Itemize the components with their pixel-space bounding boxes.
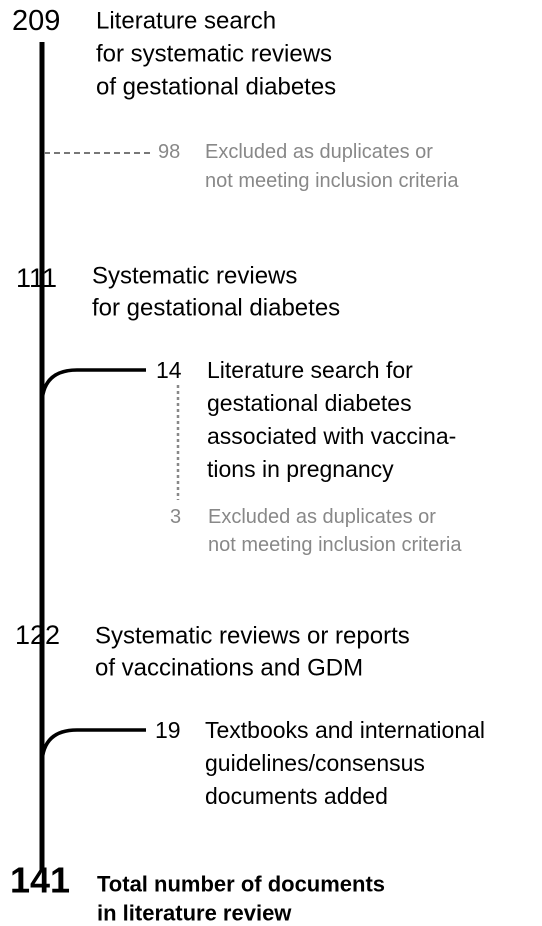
step-count: 19 bbox=[155, 717, 181, 743]
step-count: 111 bbox=[16, 263, 57, 293]
step-label: Systematic reviews bbox=[92, 263, 297, 290]
step-count: 209 bbox=[12, 5, 60, 37]
step-label: Systematic reviews or reports bbox=[95, 623, 410, 650]
step-label: guidelines/consensus bbox=[205, 750, 425, 776]
step-label: for systematic reviews bbox=[96, 41, 332, 68]
branch-connector bbox=[40, 368, 146, 406]
step-label: documents added bbox=[205, 783, 388, 809]
step-count: 98 bbox=[158, 141, 180, 163]
step-count: 3 bbox=[170, 506, 181, 528]
step-label: tions in pregnancy bbox=[207, 456, 394, 482]
step-label: in literature review bbox=[97, 901, 292, 926]
branch-connector bbox=[40, 728, 146, 766]
step-label: Literature search bbox=[96, 8, 276, 35]
step-label: Total number of documents bbox=[97, 872, 385, 897]
step-label: Excluded as duplicates or bbox=[205, 141, 433, 163]
step-label: associated with vaccina- bbox=[207, 423, 456, 449]
step-label: Textbooks and international bbox=[205, 717, 485, 743]
step-label: not meeting inclusion criteria bbox=[205, 170, 459, 192]
step-label: of vaccinations and GDM bbox=[95, 655, 363, 682]
step-count: 14 bbox=[156, 357, 182, 383]
step-label: Literature search for bbox=[207, 357, 413, 383]
step-count: 122 bbox=[15, 620, 60, 650]
step-label: of gestational diabetes bbox=[96, 74, 336, 101]
step-label: for gestational diabetes bbox=[92, 295, 340, 322]
step-label: Excluded as duplicates or bbox=[208, 506, 436, 528]
step-count: 141 bbox=[10, 860, 70, 901]
step-label: not meeting inclusion criteria bbox=[208, 534, 462, 556]
step-label: gestational diabetes bbox=[207, 390, 412, 416]
